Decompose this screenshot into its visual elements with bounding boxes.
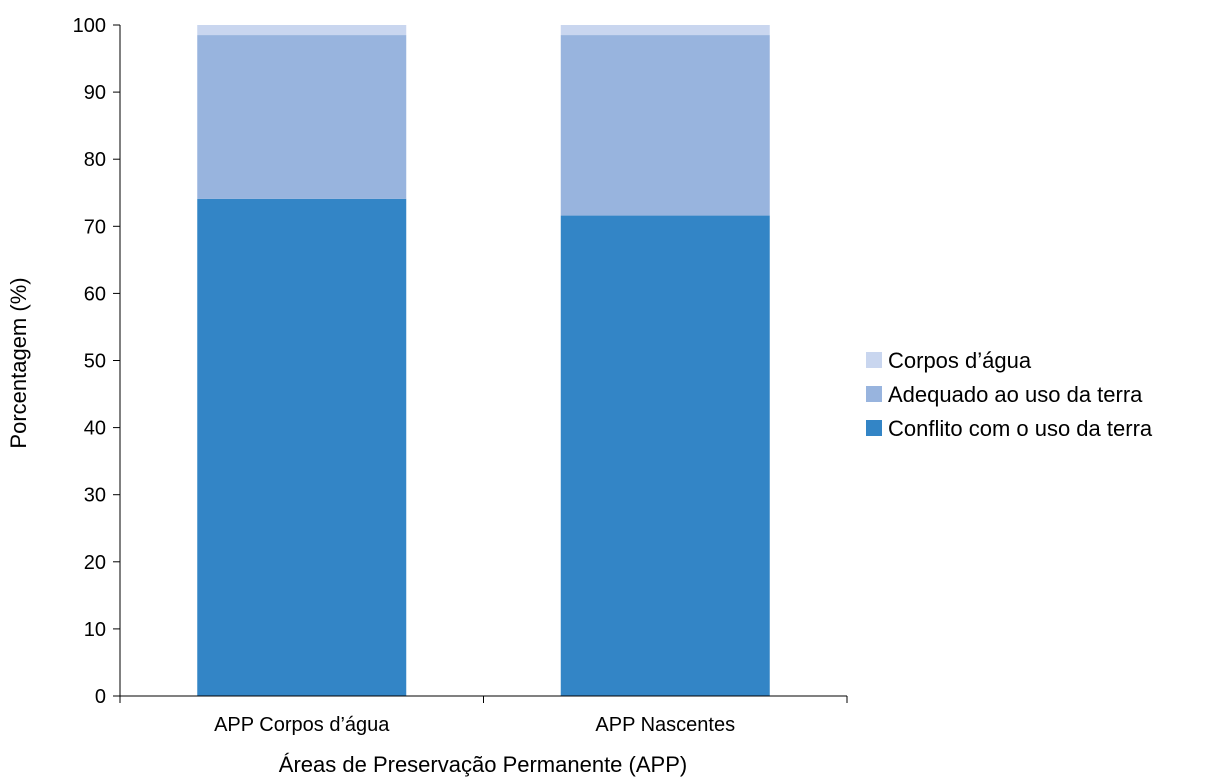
legend-label: Corpos d’água — [888, 348, 1032, 373]
legend-label: Adequado ao uso da terra — [888, 382, 1143, 407]
y-tick-label: 60 — [84, 283, 106, 305]
y-tick-label: 80 — [84, 149, 106, 171]
legend-swatch — [866, 352, 882, 368]
y-tick-label: 40 — [84, 418, 106, 440]
y-tick-label: 20 — [84, 552, 106, 574]
legend: Corpos d’água Adequado ao uso da terra Con… — [866, 348, 1153, 441]
bar-segment — [197, 35, 407, 199]
bar-segment — [560, 25, 770, 36]
bar-segment — [197, 198, 407, 696]
y-tick-label: 10 — [84, 619, 106, 641]
y-tick-label: 0 — [95, 686, 106, 708]
bar-segment — [560, 35, 770, 216]
y-axis-title: Porcentagem (%) — [6, 277, 31, 448]
bar-segment — [560, 215, 770, 696]
x-tick-label: APP Nascentes — [595, 714, 735, 736]
legend-swatch — [866, 386, 882, 402]
legend-swatch — [866, 420, 882, 436]
x-tick-label: APP Corpos d’água — [214, 714, 390, 736]
y-tick-label: 30 — [84, 485, 106, 507]
y-tick-label: 50 — [84, 351, 106, 373]
y-tick-label: 100 — [73, 15, 106, 37]
y-tick-label: 70 — [84, 216, 106, 238]
bar-segment — [197, 25, 407, 36]
legend-label: Conflito com o uso da terra — [888, 416, 1153, 441]
x-axis-title: Áreas de Preservação Permanente (APP) — [279, 752, 687, 777]
y-ticks-group: 0 10 20 30 40 50 60 70 80 90 100 — [73, 15, 120, 708]
x-ticks-group: APP Corpos d’água APP Nascentes — [119, 696, 848, 736]
y-tick-label: 90 — [84, 82, 106, 104]
bars-group — [197, 25, 770, 696]
